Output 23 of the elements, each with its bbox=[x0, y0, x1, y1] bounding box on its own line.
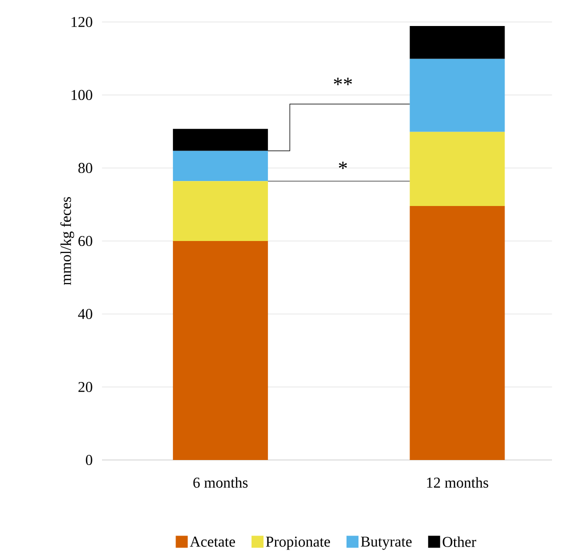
annotation: * bbox=[338, 162, 347, 170]
bar bbox=[410, 58, 505, 132]
y-tick-label: 0 bbox=[86, 454, 92, 466]
x-tick-label: 6 months bbox=[193, 477, 248, 488]
y-tick-label: 40 bbox=[78, 308, 92, 320]
y-tick-label: 20 bbox=[78, 382, 92, 392]
legend-label: Other bbox=[442, 536, 476, 547]
legend-label: Acetate bbox=[190, 536, 236, 547]
bar bbox=[172, 150, 268, 182]
y-tick-label: 80 bbox=[78, 162, 92, 174]
bar bbox=[410, 132, 505, 206]
y-axis-title: mmol/kg feces bbox=[60, 197, 74, 286]
bar bbox=[410, 206, 505, 460]
x-tick-label: 12 months bbox=[427, 477, 488, 488]
legend-label: Propionate bbox=[266, 536, 330, 550]
bar bbox=[172, 181, 268, 241]
y-tick-label: 60 bbox=[78, 236, 92, 246]
bar bbox=[410, 26, 505, 59]
annotation: ** bbox=[334, 78, 352, 86]
legend-label: Butyrate bbox=[360, 536, 412, 550]
y-tick-label: 100 bbox=[72, 90, 92, 100]
y-tick-label: 120 bbox=[72, 16, 92, 28]
bar bbox=[172, 240, 268, 460]
